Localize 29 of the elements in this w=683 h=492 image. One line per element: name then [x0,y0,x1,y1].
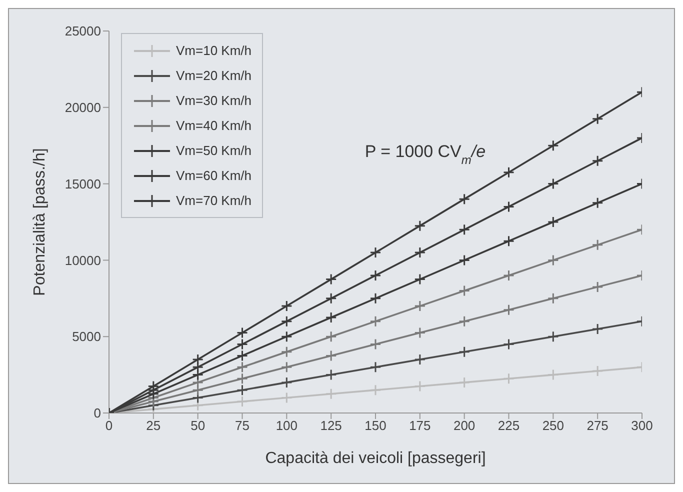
y-tick-label: 20000 [64,100,101,116]
x-tick-label: 150 [364,418,386,434]
y-tick-label: 15000 [64,176,101,192]
x-tick-label: 75 [235,418,250,434]
legend-label: Vm=50 Km/h [176,143,252,158]
legend-label: Vm=20 Km/h [176,68,252,83]
legend-label: Vm=30 Km/h [176,93,252,108]
legend-label: Vm=70 Km/h [176,193,252,208]
x-axis-title: Capacità dei veicoli [passegeri] [265,450,486,467]
x-tick-label: 125 [320,418,342,434]
x-tick-label: 300 [631,418,653,434]
y-tick-label: 25000 [64,24,101,39]
x-tick-label: 50 [190,418,206,434]
legend-label: Vm=10 Km/h [176,43,252,58]
x-tick-label: 100 [276,418,298,434]
x-tick-label: 25 [146,418,161,434]
x-tick-label: 225 [498,418,520,434]
x-tick-label: 250 [542,418,564,434]
y-axis-title: Potenzialità [pass./h] [32,148,49,296]
y-tick-label: 0 [94,406,101,421]
annotation: P = 1000 CV$_{m}$/e [364,142,486,168]
x-tick-label: 200 [453,418,476,434]
y-tick-label: 5000 [72,329,101,344]
y-tick-label: 10000 [64,252,101,268]
legend-label: Vm=60 Km/h [176,168,252,183]
legend-label: Vm=40 Km/h [176,118,252,133]
x-tick-label: 275 [586,418,608,434]
x-tick-label: 175 [409,418,431,434]
x-tick-label: 0 [105,418,113,434]
